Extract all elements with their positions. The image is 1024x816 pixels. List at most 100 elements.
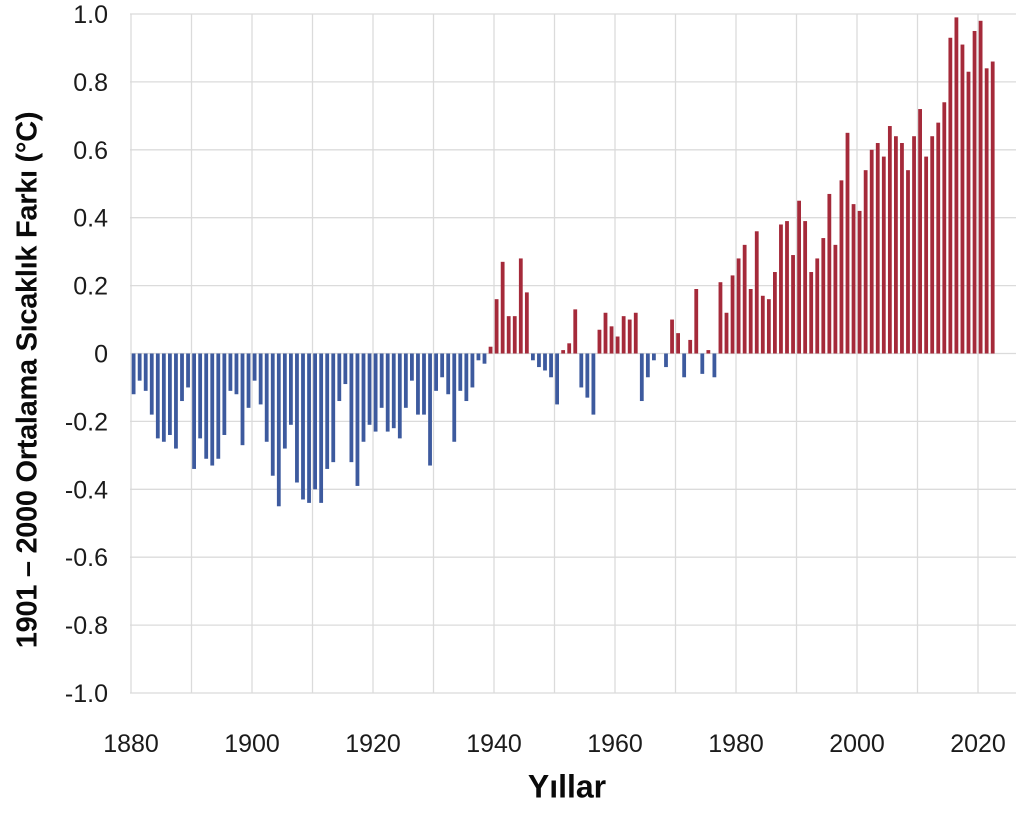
temperature-anomaly-bar: [609, 326, 614, 354]
y-axis-tick-label: -1.0: [65, 680, 108, 708]
x-axis-tick-label: 1880: [103, 730, 159, 758]
temperature-anomaly-bar: [978, 20, 983, 354]
y-axis-tick-label: -0.8: [65, 612, 108, 640]
temperature-anomaly-bar: [700, 353, 705, 374]
temperature-anomaly-bar: [942, 102, 947, 354]
temperature-anomaly-bar: [464, 353, 469, 402]
temperature-anomaly-bar: [912, 136, 916, 354]
temperature-anomaly-bar: [869, 149, 874, 354]
temperature-anomaly-bar: [379, 353, 384, 408]
temperature-anomaly-bar: [403, 353, 408, 408]
temperature-anomaly-bar: [821, 238, 826, 354]
temperature-anomaly-bar: [712, 353, 717, 378]
temperature-anomaly-bar: [240, 353, 245, 446]
temperature-anomaly-bar: [633, 312, 638, 354]
temperature-anomaly-bar: [204, 353, 209, 459]
temperature-anomaly-bar: [391, 353, 396, 429]
temperature-anomaly-bar: [512, 316, 517, 354]
temperature-anomaly-bar: [591, 353, 596, 415]
temperature-anomaly-bar: [615, 336, 620, 354]
temperature-anomaly-bar: [682, 353, 687, 378]
temperature-anomaly-bar: [597, 329, 602, 354]
temperature-anomaly-bar: [664, 353, 668, 368]
temperature-anomaly-bar: [289, 353, 293, 425]
temperature-anomaly-bar: [652, 353, 656, 361]
temperature-anomaly-bar: [754, 231, 759, 354]
temperature-anomaly-bar: [900, 143, 904, 354]
temperature-anomaly-bar: [410, 353, 414, 381]
temperature-anomaly-bar: [518, 258, 523, 354]
temperature-anomaly-bar: [325, 353, 330, 469]
temperature-anomaly-bar: [361, 353, 366, 442]
temperature-anomaly-bar: [524, 292, 529, 354]
x-axis-tick-label: 1980: [708, 730, 764, 758]
temperature-anomaly-bar: [960, 44, 965, 354]
temperature-anomaly-bar: [531, 353, 535, 361]
x-axis-tick-label: 1940: [466, 730, 522, 758]
temperature-anomaly-bar: [954, 17, 959, 354]
temperature-anomaly-bar: [367, 353, 372, 425]
temperature-anomaly-bar: [694, 289, 699, 354]
temperature-anomaly-bar: [730, 275, 735, 354]
temperature-anomaly-bar: [645, 353, 650, 378]
temperature-anomaly-bar: [815, 258, 820, 354]
temperature-anomaly-bar: [234, 353, 239, 395]
temperature-anomaly-bar: [494, 299, 499, 354]
temperature-anomaly-bar: [736, 258, 741, 354]
temperature-anomaly-bar: [688, 339, 693, 354]
temperature-anomaly-bar: [246, 353, 251, 408]
temperature-anomaly-bar: [948, 37, 953, 354]
y-axis-tick-label: 0: [94, 341, 108, 369]
y-axis-tick-label: 0.6: [73, 137, 108, 165]
temperature-anomaly-bar: [918, 109, 922, 354]
temperature-anomaly-bar: [543, 353, 547, 371]
temperature-anomaly-bar: [845, 132, 850, 354]
temperature-anomaly-bar: [990, 61, 995, 354]
y-axis-tick-label: 1.0: [73, 1, 108, 29]
x-axis-title: Yıllar: [527, 768, 607, 805]
temperature-anomaly-bar: [440, 353, 445, 378]
temperature-anomaly-bar: [906, 170, 910, 354]
temperature-anomaly-bar: [857, 210, 862, 354]
temperature-anomaly-bar: [875, 143, 880, 354]
temperature-anomaly-bar: [621, 316, 626, 354]
temperature-anomaly-bar: [785, 221, 789, 354]
temperature-anomaly-bar: [984, 68, 989, 354]
temperature-anomaly-bar: [603, 312, 608, 354]
temperature-anomaly-bar: [894, 136, 898, 354]
temperature-anomaly-bar: [966, 71, 971, 354]
temperature-anomaly-bar: [307, 353, 311, 503]
temperature-anomaly-bar: [428, 353, 432, 466]
temperature-anomaly-bar: [476, 353, 481, 361]
temperature-anomaly-bar: [434, 353, 438, 391]
temperature-anomaly-bar: [313, 353, 317, 490]
temperature-anomaly-bar: [827, 193, 832, 354]
temperature-anomaly-bar: [797, 200, 801, 354]
x-axis-tick-label: 2000: [829, 730, 885, 758]
temperature-anomaly-bar: [168, 353, 172, 435]
temperature-anomaly-bar: [416, 353, 420, 415]
temperature-anomaly-bar: [779, 224, 783, 354]
temperature-anomaly-bar: [216, 353, 221, 459]
temperature-anomaly-bar: [555, 353, 559, 405]
temperature-anomaly-bar: [742, 244, 747, 354]
temperature-anomaly-bar: [355, 353, 360, 486]
temperature-anomaly-bar: [258, 353, 263, 405]
y-axis-title: 1901 – 2000 Ortalama Sıcaklık Farkı (°C): [11, 111, 44, 649]
y-axis-tick-label: 0.8: [73, 69, 108, 97]
temperature-anomaly-bar: [295, 353, 299, 483]
y-axis-tick-label: 0.4: [73, 205, 108, 233]
temperature-anomaly-bar: [397, 353, 402, 439]
temperature-anomaly-bar: [930, 136, 935, 354]
temperature-anomaly-bar: [149, 353, 154, 415]
temperature-anomaly-bar: [579, 353, 584, 388]
temperature-anomaly-bar: [791, 255, 795, 354]
temperature-anomaly-bar: [470, 353, 475, 388]
temperature-anomaly-bar: [670, 319, 674, 354]
temperature-anomaly-bar: [863, 170, 868, 354]
temperature-anomaly-bar: [452, 353, 457, 442]
temperature-anomaly-bar: [718, 282, 723, 354]
temperature-anomaly-bar: [809, 272, 814, 354]
temperature-anomaly-bar: [161, 353, 166, 442]
temperature-anomaly-bar: [349, 353, 354, 463]
